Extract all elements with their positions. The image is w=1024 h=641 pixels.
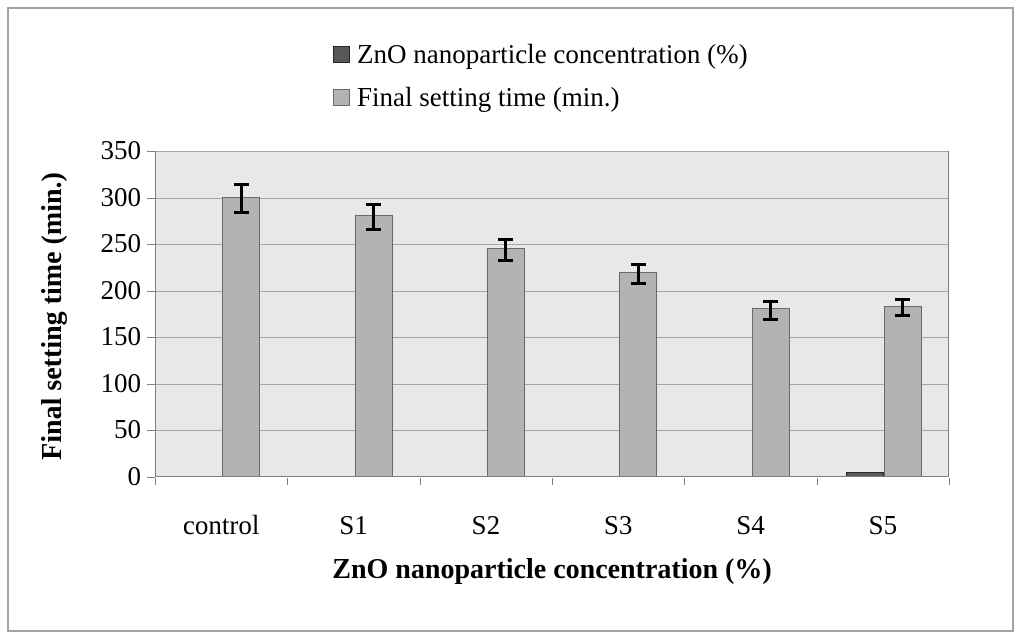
y-tick-mark (147, 244, 155, 246)
y-tick-label: 150 (100, 321, 142, 352)
x-tick-mark (155, 478, 156, 485)
error-bar-cap-bottom-S3 (630, 282, 646, 286)
error-bar-cap-bottom-S5 (895, 313, 911, 317)
bar-setting-time-S1 (354, 215, 393, 476)
figure-border (7, 7, 1014, 632)
legend-item-concentration: ZnO nanoparticle concentration (%) (333, 40, 748, 69)
x-tick-mark (949, 478, 950, 485)
y-tick-mark (147, 337, 155, 339)
error-bar-line-control (239, 183, 243, 214)
bar-setting-time-S2 (486, 247, 525, 476)
y-tick-label: 0 (127, 461, 142, 491)
gridline-100 (156, 383, 948, 385)
y-tick-mark (147, 477, 155, 478)
legend-item-setting-time: Final setting time (min.) (333, 83, 748, 112)
error-bar-line-S3 (636, 263, 640, 285)
gridline-350 (156, 151, 948, 152)
y-tick-label: 200 (100, 274, 142, 305)
y-tick-label: 100 (100, 367, 142, 398)
gridline-200 (156, 290, 948, 292)
y-tick-mark (147, 290, 155, 292)
x-tick-label-S3: S3 (603, 510, 633, 540)
x-tick-mark (552, 478, 553, 485)
error-bar-cap-top-S2 (498, 237, 514, 241)
x-tick-label-S5: S5 (868, 510, 898, 540)
legend-swatch-concentration-icon (333, 46, 350, 63)
bar-setting-time-S3 (619, 272, 658, 476)
x-axis-title: ZnO nanoparticle concentration (%) (332, 554, 772, 585)
legend-label-concentration: ZnO nanoparticle concentration (%) (357, 39, 748, 69)
error-bar-cap-top-control (233, 182, 249, 186)
x-tick-label-S2: S2 (471, 510, 501, 540)
error-bar-line-S5 (901, 299, 905, 316)
gridline-150 (156, 337, 948, 339)
bar-setting-time-S5 (883, 305, 922, 476)
error-bar-cap-bottom-S2 (498, 258, 514, 262)
error-bar-line-S4 (769, 301, 772, 320)
x-tick-mark (816, 478, 818, 485)
error-bar-cap-bottom-control (233, 211, 249, 215)
error-bar-cap-bottom-S4 (763, 317, 778, 321)
gridline-50 (156, 430, 948, 432)
x-tick-mark (419, 478, 421, 485)
error-bar-cap-top-S4 (763, 300, 778, 304)
bar-concentration-S5 (845, 472, 884, 476)
y-tick-label: 300 (100, 181, 142, 212)
legend-label-setting-time: Final setting time (min.) (357, 82, 620, 112)
x-tick-mark (287, 478, 289, 485)
x-tick-label-control: control (182, 510, 260, 540)
y-tick-mark (147, 383, 155, 385)
gridline-250 (156, 244, 948, 246)
y-tick-mark (147, 151, 155, 152)
plot-area (155, 151, 949, 477)
x-tick-mark (684, 478, 686, 485)
error-bar-cap-bottom-S1 (366, 228, 381, 232)
error-bar-cap-top-S5 (895, 298, 911, 302)
gridline-300 (156, 197, 948, 199)
y-tick-mark (147, 430, 155, 432)
y-tick-label: 250 (100, 228, 142, 259)
bar-setting-time-control (222, 196, 261, 476)
error-bar-cap-top-S1 (366, 203, 381, 207)
y-tick-label: 350 (100, 135, 142, 165)
x-tick-label-S4: S4 (736, 510, 765, 540)
y-tick-mark (147, 197, 155, 199)
bar-setting-time-S4 (751, 308, 790, 476)
y-tick-label: 50 (114, 414, 141, 445)
legend: ZnO nanoparticle concentration (%) Final… (333, 40, 748, 112)
error-bar-line-S2 (504, 238, 508, 261)
legend-swatch-setting-time-icon (333, 89, 350, 106)
error-bar-cap-top-S3 (630, 262, 646, 266)
x-tick-label-S1: S1 (339, 510, 368, 540)
error-bar-line-S1 (372, 204, 375, 231)
